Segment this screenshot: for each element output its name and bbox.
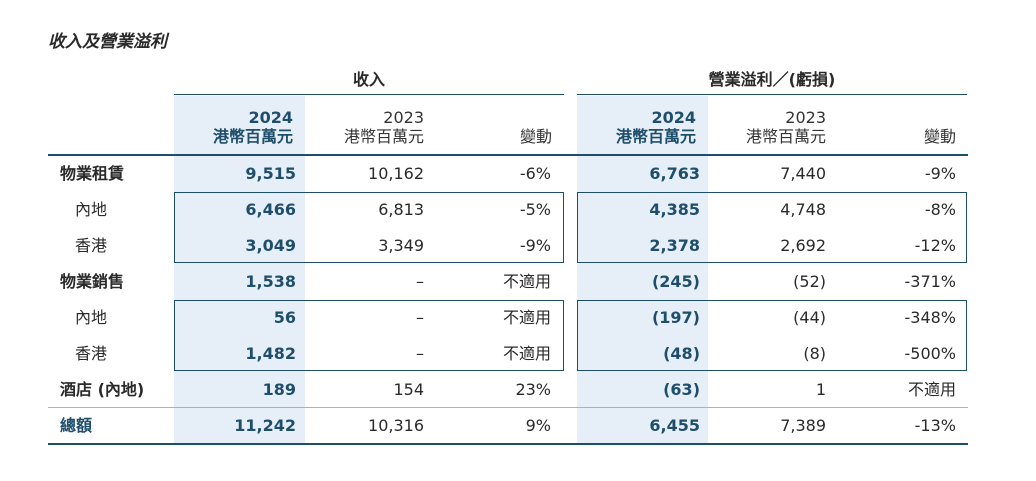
box-sales-revenue <box>174 300 564 371</box>
col-revenue-2023: 2023 港幣百萬元 <box>343 108 424 146</box>
box-sales-op <box>577 300 967 371</box>
table-row: 內地 6,466 6,813 -5% 4,385 4,748 -8% <box>75 200 956 219</box>
box-rental-op <box>577 192 967 263</box>
col-op-change: 變動 <box>923 127 956 146</box>
header-rule <box>48 154 968 156</box>
table-row: 物業銷售 1,538 – 不適用 (245) (52) -371% <box>60 272 956 291</box>
table-row: 酒店 (內地) 189 154 23% (63) 1 不適用 <box>60 380 956 399</box>
op-profit-group-header: 營業溢利／(虧損) <box>577 66 967 95</box>
rule-after-hotel <box>48 407 968 408</box>
revenue-group-header: 收入 <box>174 66 564 95</box>
col-op-2023: 2023 港幣百萬元 <box>745 108 826 146</box>
box-rental-revenue <box>174 192 564 263</box>
table-row: 內地 56 – 不適用 (197) (44) -348% <box>75 308 956 327</box>
table-row: 香港 1,482 – 不適用 (48) (8) -500% <box>75 344 956 363</box>
table-row: 香港 3,049 3,349 -9% 2,378 2,692 -12% <box>75 236 956 255</box>
col-op-2024: 2024 港幣百萬元 <box>615 108 696 146</box>
bottom-rule <box>48 443 968 445</box>
table-row-total: 總額 11,242 10,316 9% 6,455 7,389 -13% <box>60 416 956 435</box>
col-revenue-change: 變動 <box>519 127 552 146</box>
col-revenue-2024: 2024 港幣百萬元 <box>212 108 293 146</box>
table-title: 收入及營業溢利 <box>48 32 167 52</box>
table-row: 物業租賃 9,515 10,162 -6% 6,763 7,440 -9% <box>60 164 956 183</box>
